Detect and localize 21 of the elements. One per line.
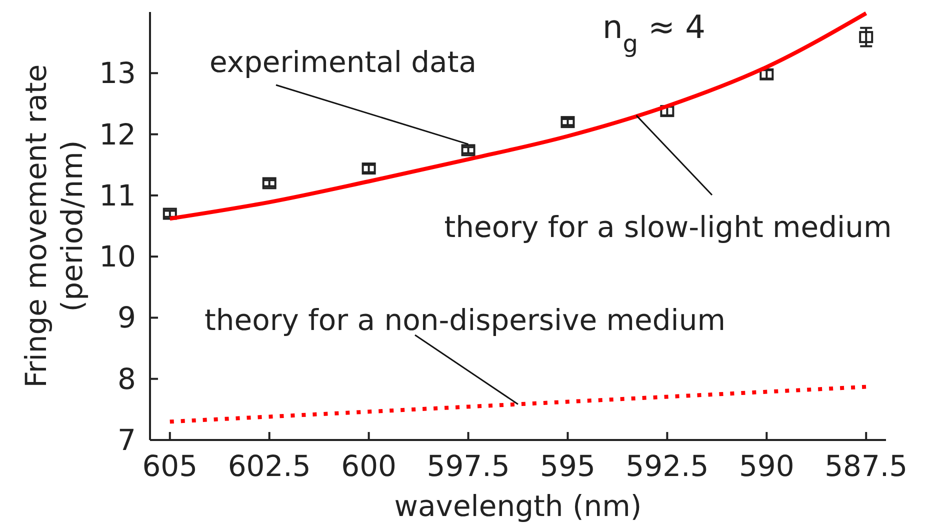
x-tick-label: 602.5 [228, 449, 311, 483]
x-tick-label: 605 [142, 449, 198, 483]
x-tick-label: 587.5 [824, 449, 908, 483]
text: experimental data [210, 45, 476, 79]
x-tick-label: 590 [738, 449, 794, 483]
series-label: theory for a non-dispersive medium [204, 303, 726, 337]
y-tick-label: 10 [99, 240, 136, 274]
y-tick-label: 9 [118, 300, 136, 335]
series-label: theory for a slow-light medium [444, 210, 892, 244]
x-axis-title: wavelength (nm) [394, 489, 642, 523]
x-tick-label: 600 [341, 449, 396, 483]
y-axis-title: Fringe movement rate (period/nm) [19, 64, 89, 388]
y-tick-label: 11 [99, 178, 136, 212]
y-tick-label: 8 [118, 362, 136, 396]
y-tick-label: 7 [118, 423, 136, 457]
y-tick-label: 13 [99, 56, 136, 90]
x-tick-label: 592.5 [626, 449, 709, 483]
x-tick-label: 597.5 [426, 449, 510, 483]
x-tick-label: 595 [540, 449, 596, 483]
annotation: n$_{g}$ ≈ 4 [602, 8, 706, 58]
y-tick-label: 12 [99, 117, 136, 152]
